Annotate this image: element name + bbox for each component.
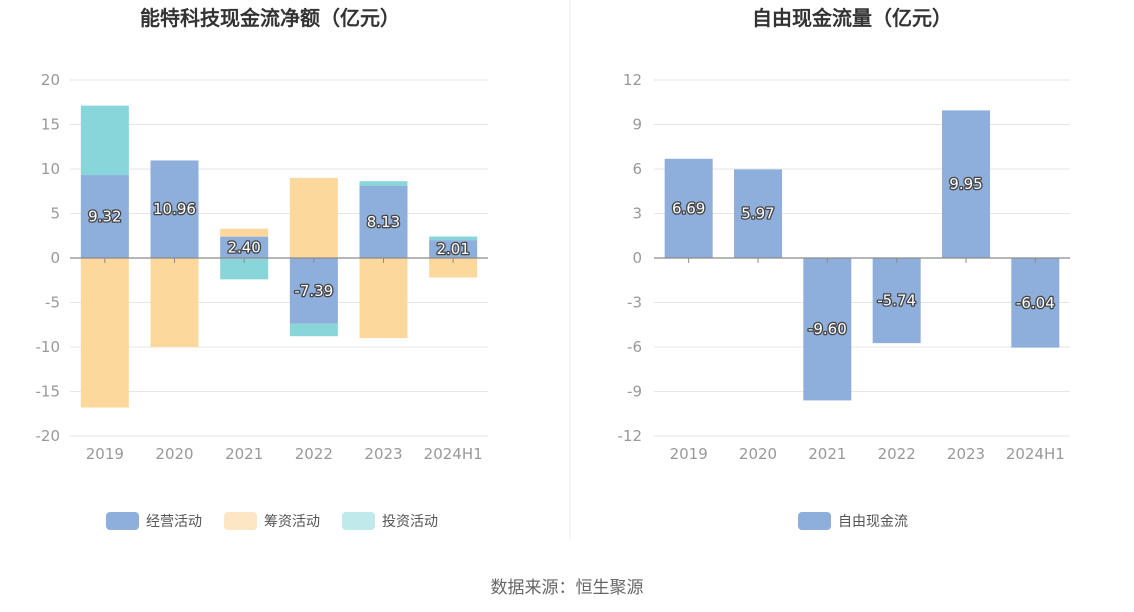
- y-tick-label: -3: [627, 294, 642, 312]
- cashflow-net-chart: 能特科技现金流净额（亿元） 20 15 10 5 0 -5 -10 -15 -20 2019 9.32…: [36, 6, 488, 530]
- legend-label: 筹资活动: [264, 513, 320, 530]
- y-tick-label: 12: [623, 71, 642, 89]
- bar-经营活动: [150, 160, 199, 258]
- data-label: -9.60: [808, 320, 847, 338]
- x-tick-label: 2020: [155, 445, 193, 463]
- x-tick-label: 2020: [739, 445, 777, 463]
- data-label: -5.74: [877, 292, 916, 310]
- legend-label: 经营活动: [146, 514, 202, 530]
- data-label: 2.40: [227, 238, 260, 256]
- bar-投资活动: [220, 258, 269, 280]
- x-tick-label: 2024H1: [1006, 445, 1065, 463]
- y-tick-label: 15: [41, 116, 60, 134]
- y-tick-label: 3: [632, 205, 642, 223]
- y-tick-label: 10: [41, 160, 60, 178]
- bar-筹资活动: [359, 258, 408, 339]
- y-tick-label: -20: [36, 427, 61, 445]
- y-tick-label: 20: [41, 71, 60, 89]
- legend-swatch: [342, 512, 375, 530]
- y-tick-label: 6: [632, 160, 642, 178]
- data-label: 2.01: [436, 240, 469, 258]
- x-tick-label: 2022: [295, 445, 333, 463]
- data-label: 9.32: [88, 208, 121, 226]
- bar-经营活动: [80, 175, 129, 258]
- y-tick-label: 5: [50, 205, 60, 223]
- x-tick-label: 2023: [364, 445, 402, 463]
- x-tick-label: 2021: [225, 445, 263, 463]
- bar-自由现金流: [1011, 258, 1060, 348]
- data-label: 6.69: [672, 199, 705, 217]
- bar-投资活动: [289, 323, 338, 337]
- y-tick-label: 0: [50, 249, 60, 267]
- y-tick-label: -5: [45, 294, 60, 312]
- data-label: -7.39: [294, 282, 333, 300]
- bar-投资活动: [359, 181, 408, 186]
- bar-自由现金流: [664, 158, 713, 258]
- y-tick-label: -9: [627, 383, 642, 401]
- bar-经营活动: [220, 236, 269, 258]
- y-tick-label: -10: [36, 338, 61, 356]
- chart-title: 自由现金流量（亿元）: [752, 6, 952, 30]
- bar-自由现金流: [942, 110, 990, 259]
- bar-筹资活动: [80, 258, 129, 408]
- y-tick-label: -6: [627, 338, 642, 356]
- y-tick-label: 0: [632, 249, 642, 267]
- x-tick-label: 2021: [808, 445, 846, 463]
- x-tick-label: 2024H1: [424, 445, 483, 463]
- data-label: 5.97: [741, 205, 774, 223]
- legend-label: 投资活动: [382, 514, 438, 530]
- y-tick-label: -12: [618, 427, 643, 445]
- data-label: 9.95: [949, 175, 982, 193]
- y-tick-label: 9: [632, 116, 642, 134]
- x-tick-label: 2019: [86, 445, 124, 463]
- data-label: 10.96: [153, 200, 196, 218]
- bar-筹资活动: [429, 258, 478, 278]
- bar-自由现金流: [803, 258, 852, 401]
- x-tick-label: 2019: [670, 445, 708, 463]
- bar-筹资活动: [220, 228, 269, 237]
- y-tick-label: -15: [36, 383, 61, 401]
- bar-筹资活动: [150, 258, 199, 347]
- legend-swatch: [106, 512, 139, 530]
- x-tick-label: 2022: [878, 445, 916, 463]
- bar-经营活动: [429, 240, 478, 258]
- bar-自由现金流: [734, 169, 782, 258]
- bar-筹资活动: [289, 177, 338, 258]
- bar-经营活动: [359, 185, 408, 258]
- data-label: 8.13: [367, 213, 400, 231]
- bar-投资活动: [429, 236, 478, 241]
- x-tick-label: 2023: [947, 445, 985, 463]
- legend-label: 自由现金流: [838, 514, 908, 530]
- bar-自由现金流: [872, 258, 921, 344]
- bar-经营活动: [289, 258, 338, 324]
- free-cashflow-chart: 自由现金流量（亿元） 12 9 6 3 0 -3 -6 -9 -12 2019 6.69 2020 5.9…: [618, 6, 1070, 530]
- source-note: 数据来源：恒生聚源: [491, 578, 644, 598]
- legend-swatch: [224, 512, 257, 530]
- chart-title: 能特科技现金流净额（亿元）: [140, 6, 400, 30]
- legend-swatch: [798, 512, 831, 530]
- data-label: -6.04: [1016, 294, 1055, 312]
- bar-投资活动: [80, 105, 129, 176]
